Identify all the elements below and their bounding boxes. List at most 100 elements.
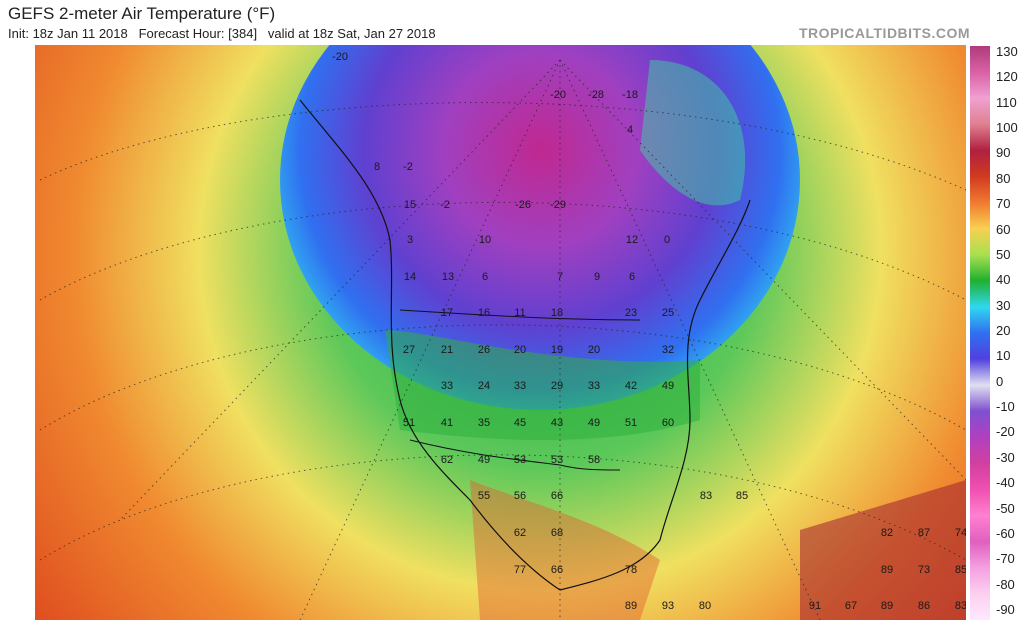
temperature-value-label: 83 — [955, 600, 966, 612]
temperature-value-label: 80 — [699, 600, 711, 612]
temperature-value-label: 24 — [478, 380, 490, 392]
temperature-value-label: -29 — [550, 199, 566, 211]
colorbar-tick-label: 130 — [996, 44, 1018, 59]
temperature-value-label: 53 — [514, 454, 526, 466]
colorbar-tick-label: -90 — [996, 602, 1015, 617]
coastline-east — [559, 199, 751, 591]
temperature-value-label: 51 — [625, 417, 637, 429]
temperature-value-label: 49 — [588, 417, 600, 429]
temperature-value-label: -2 — [403, 161, 413, 173]
colorbar-tick-label: -30 — [996, 449, 1015, 465]
temperature-value-label: 87 — [918, 527, 930, 539]
temperature-value-label: 45 — [514, 417, 526, 429]
temperature-value-label: 32 — [662, 344, 674, 356]
temperature-value-label: -18 — [622, 89, 638, 101]
temperature-value-label: 93 — [662, 600, 674, 612]
temperature-value-label: 33 — [514, 380, 526, 392]
temperature-value-label: 4 — [627, 124, 633, 136]
south-america-warm — [800, 480, 966, 620]
colorbar-tick-label: 30 — [996, 297, 1011, 313]
temperature-value-label: 8 — [374, 161, 380, 173]
temperature-value-label: 20 — [514, 344, 526, 356]
temperature-value-label: 89 — [625, 600, 637, 612]
temperature-value-label: 58 — [588, 454, 600, 466]
mexico-warm — [470, 480, 660, 620]
colorbar-tick-label: -40 — [996, 475, 1015, 491]
temperature-value-label: 33 — [441, 380, 453, 392]
temperature-value-label: 66 — [551, 490, 563, 502]
temperature-value-label: 77 — [514, 564, 526, 576]
temperature-value-label: 49 — [478, 454, 490, 466]
temperature-value-label: 62 — [441, 454, 453, 466]
colorbar-tick-label: 50 — [996, 246, 1011, 262]
colorbar-tick-label: 0 — [996, 373, 1004, 389]
temperature-value-label: 21 — [441, 344, 453, 356]
temperature-value-label: 62 — [514, 527, 526, 539]
colorbar-tick-label: -50 — [996, 500, 1015, 516]
graticule — [39, 59, 966, 620]
temperature-value-label: 29 — [551, 380, 563, 392]
temperature-value-label: -28 — [588, 89, 604, 101]
colorbar-tick-label: 110 — [996, 94, 1017, 110]
temperature-value-label: 3 — [407, 234, 413, 246]
temperature-value-label: 15 — [404, 199, 416, 211]
temperature-value-label: 51 — [403, 417, 415, 429]
colorbar-tick-label: -80 — [996, 576, 1015, 592]
temperature-value-label: 33 — [588, 380, 600, 392]
chart-title: GEFS 2-meter Air Temperature (°F) — [8, 4, 276, 23]
temperature-value-label: 11 — [514, 307, 525, 319]
temperature-value-label: 49 — [662, 380, 674, 392]
temperature-value-label: 89 — [881, 600, 893, 612]
colorbar-tick-label: 70 — [996, 196, 1011, 212]
green-band — [385, 330, 700, 440]
temperature-value-label: 23 — [625, 307, 637, 319]
colorbar-tick-label: 80 — [996, 170, 1011, 186]
temperature-value-label: 56 — [514, 490, 526, 502]
temperature-value-label: 60 — [662, 417, 674, 429]
temperature-value-label: 13 — [442, 271, 454, 283]
temperature-value-label: 14 — [404, 271, 416, 283]
colorbar-tick-label: -20 — [996, 424, 1015, 440]
temperature-value-label: 6 — [629, 271, 635, 283]
temperature-value-label: 89 — [881, 564, 893, 576]
brand-watermark: TROPICALTIDBITS.COM — [798, 25, 970, 41]
temperature-value-label: 9 — [594, 271, 600, 283]
chart-subtitle: Init: 18z Jan 11 2018 Forecast Hour: [38… — [8, 26, 436, 41]
temperature-value-label: 67 — [845, 600, 857, 612]
colorbar-tick-label: -60 — [996, 525, 1015, 541]
colorbar-tick-label: 90 — [996, 145, 1011, 161]
colorbar-tick-label: 40 — [996, 272, 1011, 288]
colorbar-tick-label: -70 — [996, 551, 1015, 567]
temperature-value-label: 53 — [551, 454, 563, 466]
us-mexico-border — [409, 439, 621, 471]
temperature-value-label: 35 — [478, 417, 490, 429]
temperature-value-label: 85 — [736, 490, 748, 502]
temperature-value-label: 25 — [662, 307, 674, 319]
temperature-value-label: 55 — [478, 490, 490, 502]
temperature-value-label: 41 — [441, 417, 453, 429]
temperature-value-label: 6 — [482, 271, 488, 283]
temperature-value-label: 27 — [403, 344, 415, 356]
temperature-value-label: 74 — [955, 527, 966, 539]
colorbar-tick-label: 20 — [996, 323, 1011, 338]
temperature-value-label: -26 — [515, 199, 531, 211]
temperature-value-label: 18 — [551, 307, 563, 319]
temperature-value-label: 85 — [955, 564, 966, 576]
temperature-value-label: 66 — [551, 564, 563, 576]
temperature-value-label: 68 — [551, 527, 563, 539]
temperature-value-label: -20 — [332, 51, 348, 63]
colorbar-tick-label: 120 — [996, 69, 1018, 85]
temperature-value-label: 20 — [588, 344, 600, 356]
temperature-value-label: 16 — [478, 307, 490, 319]
colorbar-tick-label: 100 — [996, 120, 1018, 136]
temperature-value-label: 10 — [479, 234, 491, 246]
temperature-value-label: 17 — [441, 307, 453, 319]
temperature-value-label: 7 — [557, 271, 563, 283]
colorbar — [970, 46, 990, 620]
temperature-value-label: 43 — [551, 417, 563, 429]
colorbar-tick-label: -10 — [996, 399, 1015, 415]
temperature-value-label: 91 — [809, 600, 821, 612]
temperature-value-label: 86 — [918, 600, 930, 612]
